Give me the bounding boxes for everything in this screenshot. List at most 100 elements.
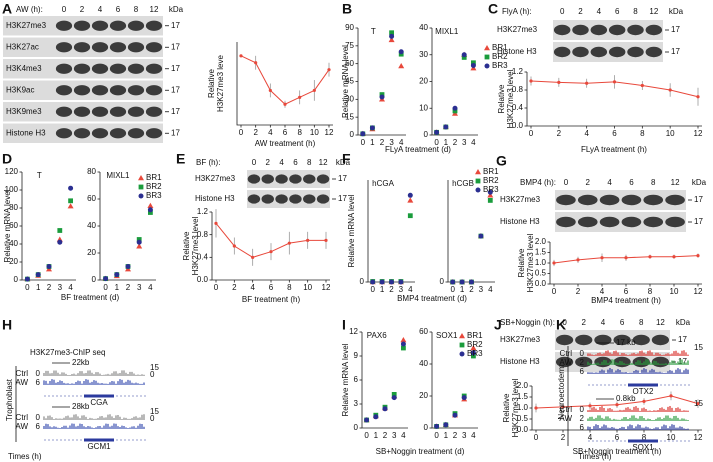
signal-track [587,406,689,412]
blot-band [91,85,109,96]
data-point [434,423,440,429]
y-axis-label: H3K27me3 leve [216,54,225,111]
blot-row-label: Histone H3 [195,194,235,203]
data-point [669,394,673,398]
x-tick-label: 1 [36,283,41,292]
gene-label: SOX1 [632,443,654,452]
data-point [324,238,328,242]
blot-lane-label: 12 [150,5,159,14]
blot-unit: kDa [676,318,691,327]
data-point [251,255,255,259]
blot-band [127,85,145,96]
data-point [388,36,395,43]
data-point [214,221,218,225]
x-tick-label: 0 [370,285,375,294]
panel-letter: C [488,1,498,17]
y-axis-label: Relative mRNA level [341,343,350,416]
panel-letter: H [2,317,12,333]
y-tick-label: 1.2 [512,67,524,76]
signal-track [43,379,145,385]
chart-title: hCGB [452,179,474,188]
blot-band [643,194,664,206]
data-point [306,238,310,242]
blot-band [632,356,650,368]
gene-label: CGA [90,398,108,407]
x-tick-label: 12 [325,128,334,137]
data-point [487,189,493,195]
gene-label: OTX2 [633,387,654,396]
panel-letter: G [496,153,507,169]
y-axis-label: H3K27me3 level [511,378,520,437]
blot-row-label: H3K27me3 [6,21,47,30]
x-tick-label: 4 [399,138,404,147]
legend-label: BR2 [492,52,508,61]
data-point [459,279,465,285]
legend-label: BR3 [467,349,483,358]
x-tick-label: 2 [576,287,581,296]
data-point [114,272,120,278]
gene-label: GCM1 [87,442,111,451]
legend-label: BR3 [483,185,499,194]
x-tick-label: 1 [370,138,375,147]
blot-band [261,194,274,204]
blot-band [109,42,127,53]
data-point [369,125,375,131]
y-tick-label: 0.8 [512,85,524,94]
data-point [615,403,619,407]
data-point [148,210,153,215]
x-tick-label: 2 [469,285,474,294]
blot-band [555,334,574,346]
x-tick-label: 6 [615,433,620,442]
blot-band [127,63,145,74]
y-tick-label: 45 [345,77,354,86]
panel-letter: J [494,317,502,333]
data-point [452,105,458,111]
x-tick-label: 2 [253,128,258,137]
data-point [642,399,646,403]
data-point [471,60,476,66]
data-point [67,203,74,209]
x-tick-label: 12 [694,433,703,442]
x-tick-label: 1 [380,285,385,294]
y-tick-label: 0 [14,275,19,284]
x-tick-label: 4 [148,283,153,292]
x-tick-label: 3 [58,283,63,292]
x-tick-label: 3 [137,283,142,292]
blot-band [553,24,571,36]
data-point [400,341,406,347]
times-label: Times (h) [8,452,42,461]
blot-lane-label: 0 [564,178,569,187]
x-tick-label: 4 [588,433,593,442]
legend-swatch [484,63,490,69]
blot-band [109,85,127,96]
blot-band [651,334,670,346]
chart-title: PAX6 [367,331,387,340]
track-time: 0 [36,413,41,422]
x-tick-label: 0 [25,283,30,292]
x-tick-label: 2 [453,138,458,147]
data-point [254,61,258,65]
panel-letter: K [556,317,566,333]
x-tick-label: 10 [670,287,679,296]
blot-band [613,334,631,346]
blot-lane-label: 8 [134,5,139,14]
x-axis-label: FLyA treatment (d) [385,145,451,154]
data-point [57,228,63,233]
blot-band [247,174,261,184]
data-point [400,337,407,343]
data-point [103,276,109,282]
blot-band [627,24,644,36]
blot-unit: kDa [336,158,351,167]
kda-label: 17 [171,64,180,73]
y-tick-label: 20 [419,77,428,86]
blot-unit: kDa [692,178,707,187]
x-tick-label: 2 [453,431,458,440]
blot-band [289,174,302,184]
y-tick-label: 20 [9,257,18,266]
blot-band [55,106,73,117]
data-point [443,422,449,428]
data-point [576,258,580,262]
legend-label: BR3 [492,61,508,70]
blot-band [608,24,626,36]
x-tick-label: 1 [374,431,379,440]
